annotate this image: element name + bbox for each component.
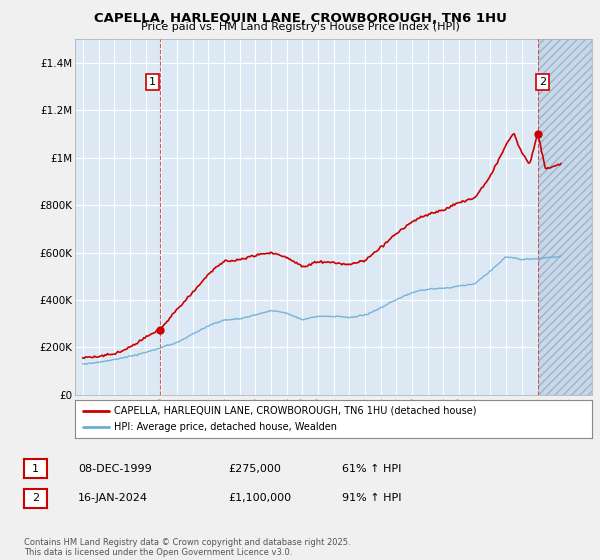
Text: 08-DEC-1999: 08-DEC-1999 bbox=[78, 464, 152, 474]
Text: Contains HM Land Registry data © Crown copyright and database right 2025.
This d: Contains HM Land Registry data © Crown c… bbox=[24, 538, 350, 557]
Text: £1,100,000: £1,100,000 bbox=[228, 493, 291, 503]
Text: 2: 2 bbox=[539, 77, 546, 87]
Bar bbox=[538, 39, 592, 395]
Text: 61% ↑ HPI: 61% ↑ HPI bbox=[342, 464, 401, 474]
Text: 2: 2 bbox=[32, 493, 39, 503]
Text: £275,000: £275,000 bbox=[228, 464, 281, 474]
Text: HPI: Average price, detached house, Wealden: HPI: Average price, detached house, Weal… bbox=[114, 422, 337, 432]
Text: CAPELLA, HARLEQUIN LANE, CROWBOROUGH, TN6 1HU: CAPELLA, HARLEQUIN LANE, CROWBOROUGH, TN… bbox=[94, 12, 506, 25]
Text: 1: 1 bbox=[149, 77, 156, 87]
Text: Price paid vs. HM Land Registry's House Price Index (HPI): Price paid vs. HM Land Registry's House … bbox=[140, 22, 460, 32]
Text: 1: 1 bbox=[32, 464, 39, 474]
Bar bbox=[538, 39, 592, 395]
Text: CAPELLA, HARLEQUIN LANE, CROWBOROUGH, TN6 1HU (detached house): CAPELLA, HARLEQUIN LANE, CROWBOROUGH, TN… bbox=[114, 405, 476, 416]
Text: 91% ↑ HPI: 91% ↑ HPI bbox=[342, 493, 401, 503]
Text: 16-JAN-2024: 16-JAN-2024 bbox=[78, 493, 148, 503]
